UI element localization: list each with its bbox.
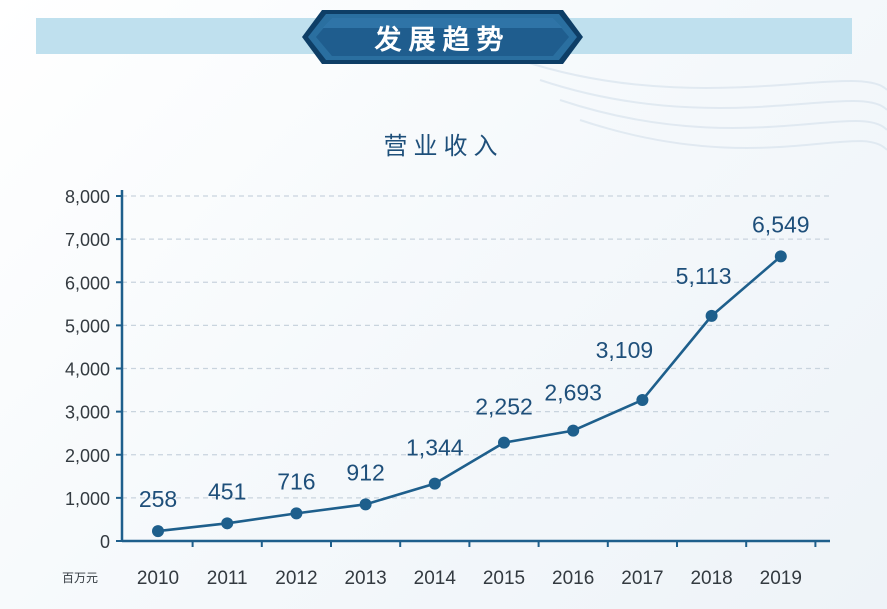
x-tick-label: 2012 <box>275 568 317 589</box>
y-tick-label: 4,000 <box>65 360 110 380</box>
data-label: 716 <box>277 468 315 494</box>
y-tick-label: 1,000 <box>65 489 110 509</box>
y-unit-label: 百万元 <box>62 571 98 585</box>
data-point <box>567 424 580 437</box>
data-point <box>636 393 649 406</box>
data-label: 1,344 <box>406 435 464 461</box>
x-tick-label: 2016 <box>552 568 594 589</box>
x-tick-label: 2018 <box>690 568 732 589</box>
data-label: 258 <box>139 486 177 512</box>
data-point <box>221 517 234 530</box>
title-plaque: 发展趋势 <box>300 8 585 66</box>
x-tick-label: 2010 <box>137 568 179 589</box>
data-label: 6,549 <box>752 211 810 237</box>
chart-title: 营业收入 <box>383 132 504 160</box>
series-line <box>157 255 782 533</box>
data-label: 912 <box>346 459 384 485</box>
x-tick-label: 2019 <box>760 568 802 589</box>
plaque-shape <box>302 10 583 64</box>
data-label: 3,109 <box>596 337 654 363</box>
y-tick-label: 2,000 <box>65 446 110 466</box>
data-point <box>152 525 164 538</box>
y-tick-label: 3,000 <box>65 403 110 423</box>
data-label: 2,693 <box>544 380 602 406</box>
x-tick-label: 2014 <box>414 568 457 589</box>
y-tick-label: 7,000 <box>65 230 110 250</box>
data-point <box>705 309 718 322</box>
data-point <box>498 436 510 449</box>
data-point <box>428 477 441 490</box>
data-label: 451 <box>208 478 246 504</box>
data-label: 5,113 <box>676 263 732 289</box>
x-tick-label: 2013 <box>344 568 386 589</box>
page-title: 发展趋势 <box>374 24 511 56</box>
x-tick-label: 2015 <box>483 568 525 589</box>
x-tick-label: 2011 <box>207 568 248 589</box>
y-tick-label: 8,000 <box>65 187 110 207</box>
x-tick-label: 2017 <box>621 568 663 589</box>
data-point <box>359 498 372 511</box>
data-point <box>290 507 303 520</box>
y-tick-label: 0 <box>100 532 110 552</box>
data-label: 2,252 <box>475 394 533 420</box>
data-point <box>774 250 787 263</box>
y-tick-label: 5,000 <box>65 316 110 336</box>
y-tick-label: 6,000 <box>65 273 110 293</box>
